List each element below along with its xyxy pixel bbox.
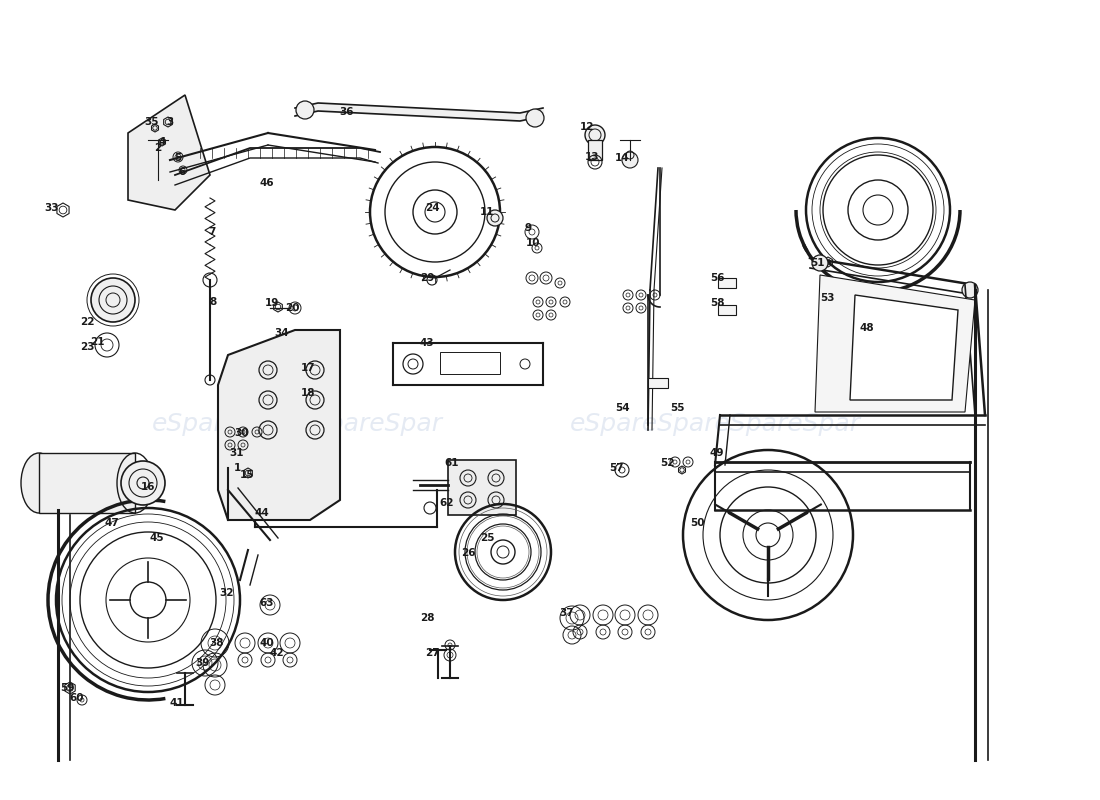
Text: 25: 25 xyxy=(480,533,494,543)
Text: 31: 31 xyxy=(230,448,244,458)
Text: 45: 45 xyxy=(150,533,164,543)
Text: eSpareSpareSpareSpar: eSpareSpareSpareSpar xyxy=(152,412,442,436)
Text: 41: 41 xyxy=(169,698,185,708)
Text: 12: 12 xyxy=(580,122,594,132)
Text: 61: 61 xyxy=(444,458,460,468)
Polygon shape xyxy=(128,95,210,210)
Text: 59: 59 xyxy=(59,683,74,693)
Text: 3: 3 xyxy=(166,117,174,127)
Text: 52: 52 xyxy=(660,458,674,468)
Text: 54: 54 xyxy=(615,403,629,413)
Text: 46: 46 xyxy=(260,178,274,188)
Text: 15: 15 xyxy=(240,470,254,480)
Text: 58: 58 xyxy=(710,298,724,308)
Bar xyxy=(440,352,500,374)
Text: 38: 38 xyxy=(210,638,224,648)
Bar xyxy=(588,140,602,160)
Text: 44: 44 xyxy=(254,508,270,518)
Text: 57: 57 xyxy=(609,463,625,473)
Text: 20: 20 xyxy=(285,303,299,313)
Circle shape xyxy=(526,109,544,127)
Text: 18: 18 xyxy=(300,388,316,398)
Text: 36: 36 xyxy=(340,107,354,117)
Circle shape xyxy=(621,152,638,168)
Circle shape xyxy=(487,210,503,226)
Text: 28: 28 xyxy=(420,613,434,623)
Text: 11: 11 xyxy=(480,207,494,217)
Text: 7: 7 xyxy=(208,227,216,237)
Text: 16: 16 xyxy=(141,482,155,492)
Text: 37: 37 xyxy=(560,608,574,618)
Polygon shape xyxy=(850,295,958,400)
Text: 56: 56 xyxy=(710,273,724,283)
Bar xyxy=(648,378,668,388)
Text: 2: 2 xyxy=(154,143,162,153)
Text: 30: 30 xyxy=(234,428,250,438)
Circle shape xyxy=(962,282,978,298)
Text: 6: 6 xyxy=(178,167,186,177)
Circle shape xyxy=(296,101,314,119)
Text: 9: 9 xyxy=(525,223,531,233)
Text: 35: 35 xyxy=(145,117,160,127)
Ellipse shape xyxy=(21,453,57,513)
Bar xyxy=(718,305,736,315)
Text: 5: 5 xyxy=(175,153,182,163)
Text: 63: 63 xyxy=(260,598,274,608)
Text: 43: 43 xyxy=(420,338,434,348)
Text: 55: 55 xyxy=(670,403,684,413)
Text: 8: 8 xyxy=(209,297,217,307)
Text: 47: 47 xyxy=(104,518,120,528)
Text: 50: 50 xyxy=(690,518,704,528)
Text: 26: 26 xyxy=(461,548,475,558)
Text: 27: 27 xyxy=(425,648,439,658)
Bar xyxy=(39,453,135,513)
Text: 39: 39 xyxy=(195,658,209,668)
Circle shape xyxy=(585,125,605,145)
Text: 51: 51 xyxy=(810,258,824,268)
Text: 32: 32 xyxy=(220,588,234,598)
Text: 22: 22 xyxy=(79,317,95,327)
Text: 60: 60 xyxy=(69,693,85,703)
Text: 1: 1 xyxy=(233,463,241,473)
Text: 13: 13 xyxy=(585,152,600,162)
Text: 49: 49 xyxy=(710,448,724,458)
Text: 21: 21 xyxy=(90,337,104,347)
Circle shape xyxy=(812,255,828,271)
Text: 62: 62 xyxy=(440,498,454,508)
Text: 23: 23 xyxy=(79,342,95,352)
Text: 4: 4 xyxy=(158,137,166,147)
Text: 48: 48 xyxy=(860,323,875,333)
Text: 42: 42 xyxy=(270,648,284,658)
Text: 33: 33 xyxy=(45,203,59,213)
Polygon shape xyxy=(218,330,340,520)
Circle shape xyxy=(121,461,165,505)
Text: 53: 53 xyxy=(820,293,834,303)
Bar xyxy=(448,460,516,515)
Text: 24: 24 xyxy=(425,203,439,213)
Text: 34: 34 xyxy=(275,328,289,338)
Text: 14: 14 xyxy=(615,153,629,163)
Text: 19: 19 xyxy=(265,298,279,308)
Text: 10: 10 xyxy=(526,238,540,248)
Text: 29: 29 xyxy=(420,273,434,283)
Bar xyxy=(718,278,736,288)
Text: 40: 40 xyxy=(260,638,274,648)
Circle shape xyxy=(91,278,135,322)
Polygon shape xyxy=(815,275,975,412)
Text: eSpareSpareSpareSpar: eSpareSpareSpareSpar xyxy=(570,412,860,436)
Text: 17: 17 xyxy=(300,363,316,373)
